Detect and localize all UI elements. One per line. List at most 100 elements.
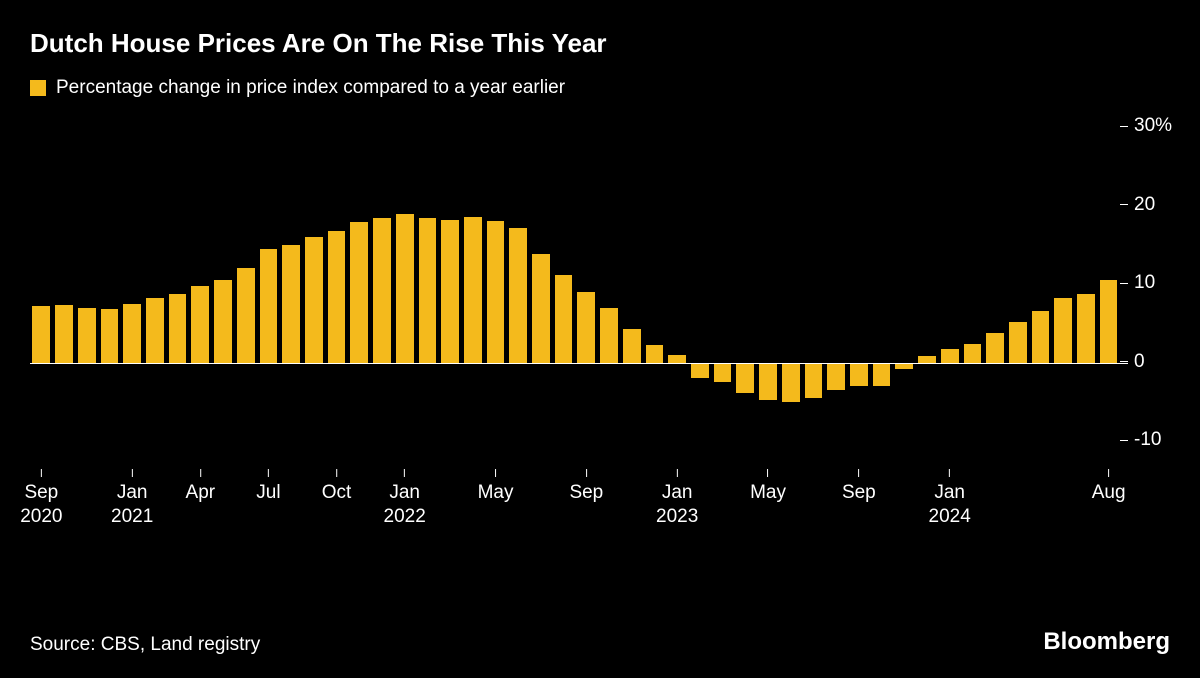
bar bbox=[782, 363, 800, 402]
y-tick-label: 10 bbox=[1134, 272, 1155, 294]
bar bbox=[305, 237, 323, 363]
x-tick-label: Oct bbox=[322, 481, 352, 505]
source-text: Source: CBS, Land registry bbox=[30, 634, 260, 656]
legend-label: Percentage change in price index compare… bbox=[56, 77, 565, 99]
x-tick: Apr bbox=[186, 469, 216, 505]
legend: Percentage change in price index compare… bbox=[30, 77, 1170, 99]
x-tick: Oct bbox=[322, 469, 352, 505]
bar bbox=[464, 217, 482, 362]
bar bbox=[419, 218, 437, 363]
x-tick-mark bbox=[268, 469, 269, 477]
x-tick-label: Jan 2021 bbox=[111, 481, 153, 529]
chart-container: Dutch House Prices Are On The Rise This … bbox=[0, 0, 1200, 678]
bar bbox=[623, 329, 641, 363]
y-tick: 20 bbox=[1120, 194, 1155, 216]
bar bbox=[328, 231, 346, 363]
bar bbox=[646, 345, 664, 363]
y-tick: 30% bbox=[1120, 115, 1172, 137]
x-tick-label: Apr bbox=[186, 481, 216, 505]
legend-swatch bbox=[30, 80, 46, 96]
x-tick-label: Jan 2022 bbox=[384, 481, 426, 529]
bar bbox=[1100, 280, 1118, 363]
bar bbox=[941, 349, 959, 362]
y-tick-label: 30% bbox=[1134, 115, 1172, 137]
bar bbox=[691, 363, 709, 379]
x-tick-mark bbox=[200, 469, 201, 477]
x-tick-mark bbox=[949, 469, 950, 477]
y-tick-label: 0 bbox=[1134, 351, 1145, 373]
bar bbox=[260, 249, 278, 363]
x-tick-mark bbox=[1108, 469, 1109, 477]
x-tick-mark bbox=[41, 469, 42, 477]
x-tick: Jan 2021 bbox=[111, 469, 153, 529]
bar bbox=[78, 308, 96, 363]
y-tick-label: -10 bbox=[1134, 429, 1161, 451]
bar bbox=[487, 221, 505, 362]
bar bbox=[850, 363, 868, 387]
chart-area: 30%20100-10 Sep 2020Jan 2021AprJulOctJan… bbox=[30, 109, 1170, 539]
y-tick-mark bbox=[1120, 283, 1128, 284]
x-tick: Aug bbox=[1092, 469, 1126, 505]
x-axis: Sep 2020Jan 2021AprJulOctJan 2022MaySepJ… bbox=[30, 469, 1120, 539]
x-tick-label: Jul bbox=[256, 481, 280, 505]
x-tick-label: Jan 2024 bbox=[929, 481, 971, 529]
bar bbox=[736, 363, 754, 393]
bar bbox=[577, 292, 595, 363]
chart-footer: Source: CBS, Land registry Bloomberg bbox=[30, 628, 1170, 656]
x-tick-label: Sep 2020 bbox=[20, 481, 62, 529]
x-tick: Sep bbox=[569, 469, 603, 505]
bar bbox=[441, 220, 459, 363]
bar bbox=[191, 286, 209, 363]
x-tick-mark bbox=[858, 469, 859, 477]
y-tick: -10 bbox=[1120, 429, 1161, 451]
x-tick-label: Sep bbox=[842, 481, 876, 505]
bar bbox=[1009, 322, 1027, 363]
x-tick: Jan 2022 bbox=[384, 469, 426, 529]
bar bbox=[32, 306, 50, 363]
x-tick: Jan 2023 bbox=[656, 469, 698, 529]
bar bbox=[1032, 311, 1050, 363]
plot-area bbox=[30, 127, 1120, 457]
bar bbox=[123, 304, 141, 363]
bar bbox=[986, 333, 1004, 363]
bar bbox=[1077, 294, 1095, 363]
x-tick-mark bbox=[768, 469, 769, 477]
bar bbox=[101, 309, 119, 362]
x-tick-mark bbox=[495, 469, 496, 477]
x-tick-label: May bbox=[750, 481, 786, 505]
bar bbox=[214, 280, 232, 363]
x-tick-label: Sep bbox=[569, 481, 603, 505]
y-tick-mark bbox=[1120, 204, 1128, 205]
y-tick-mark bbox=[1120, 440, 1128, 441]
y-axis: 30%20100-10 bbox=[1120, 127, 1200, 457]
x-tick: Jan 2024 bbox=[929, 469, 971, 529]
x-tick: Jul bbox=[256, 469, 280, 505]
bar bbox=[55, 305, 73, 363]
x-tick-label: Jan 2023 bbox=[656, 481, 698, 529]
bar bbox=[714, 363, 732, 383]
bar bbox=[509, 228, 527, 362]
bar bbox=[759, 363, 777, 401]
bar bbox=[555, 275, 573, 363]
x-tick: Sep bbox=[842, 469, 876, 505]
x-tick-mark bbox=[132, 469, 133, 477]
bar bbox=[237, 268, 255, 362]
y-tick: 10 bbox=[1120, 272, 1155, 294]
zero-gridline bbox=[30, 363, 1128, 364]
bar bbox=[668, 355, 686, 363]
y-tick: 0 bbox=[1120, 351, 1145, 373]
x-tick-label: Aug bbox=[1092, 481, 1126, 505]
bar bbox=[282, 245, 300, 363]
x-tick-mark bbox=[404, 469, 405, 477]
bar bbox=[1054, 298, 1072, 362]
bar bbox=[964, 344, 982, 363]
x-tick: Sep 2020 bbox=[20, 469, 62, 529]
bar bbox=[873, 363, 891, 387]
y-tick-mark bbox=[1120, 361, 1128, 362]
brand-logo: Bloomberg bbox=[1043, 628, 1170, 656]
bar bbox=[532, 254, 550, 362]
x-tick-label: May bbox=[478, 481, 514, 505]
x-tick-mark bbox=[586, 469, 587, 477]
x-tick: May bbox=[478, 469, 514, 505]
bar bbox=[827, 363, 845, 391]
